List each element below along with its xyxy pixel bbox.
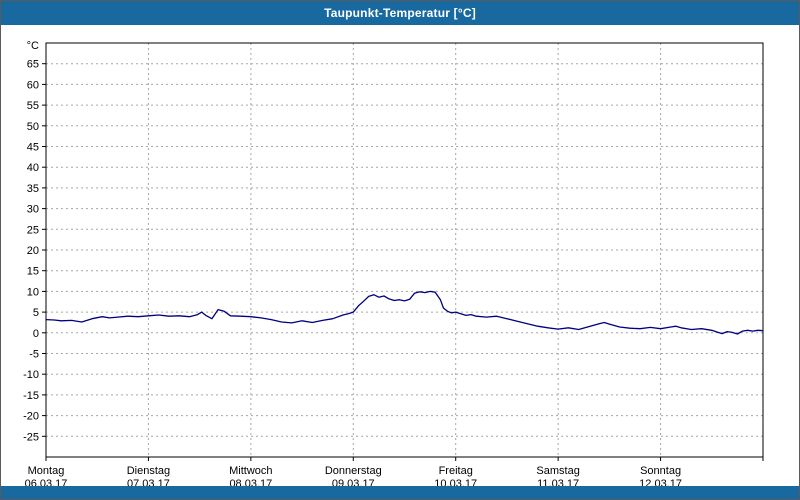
svg-text:35: 35 bbox=[27, 183, 39, 195]
day-name-label: Montag bbox=[28, 465, 65, 477]
svg-text:5: 5 bbox=[33, 307, 39, 319]
axis-ticks bbox=[42, 63, 764, 461]
svg-text:25: 25 bbox=[27, 224, 39, 236]
day-name-label: Freitag bbox=[439, 465, 473, 477]
gridlines bbox=[45, 43, 764, 457]
svg-text:40: 40 bbox=[27, 162, 39, 174]
svg-text:60: 60 bbox=[27, 79, 39, 91]
svg-text:55: 55 bbox=[27, 100, 39, 112]
window-title: Taupunkt-Temperatur [°C] bbox=[324, 6, 476, 20]
day-name-label: Sonntag bbox=[640, 465, 681, 477]
y-axis-unit-label: °C bbox=[27, 40, 39, 52]
svg-text:-5: -5 bbox=[29, 349, 39, 361]
svg-text:-10: -10 bbox=[23, 369, 39, 381]
day-name-label: Samstag bbox=[536, 465, 579, 477]
svg-text:-20: -20 bbox=[23, 411, 39, 423]
window-title-bar: Taupunkt-Temperatur [°C] bbox=[1, 1, 799, 25]
plot-border bbox=[45, 42, 764, 458]
svg-text:-25: -25 bbox=[23, 431, 39, 443]
day-name-label: Mittwoch bbox=[229, 465, 272, 477]
svg-text:45: 45 bbox=[27, 142, 39, 154]
y-axis-labels: 65605550454035302520151050-5-10-15-20-25… bbox=[23, 40, 39, 443]
svg-text:50: 50 bbox=[27, 121, 39, 133]
svg-text:65: 65 bbox=[27, 59, 39, 71]
svg-text:15: 15 bbox=[27, 266, 39, 278]
svg-text:20: 20 bbox=[27, 245, 39, 257]
svg-text:-15: -15 bbox=[23, 390, 39, 402]
series-line bbox=[45, 290, 764, 335]
svg-text:30: 30 bbox=[27, 204, 39, 216]
bottom-bar bbox=[1, 486, 799, 499]
day-name-label: Donnerstag bbox=[325, 465, 382, 477]
day-name-label: Dienstag bbox=[127, 465, 170, 477]
svg-text:10: 10 bbox=[27, 286, 39, 298]
svg-text:0: 0 bbox=[33, 328, 39, 340]
